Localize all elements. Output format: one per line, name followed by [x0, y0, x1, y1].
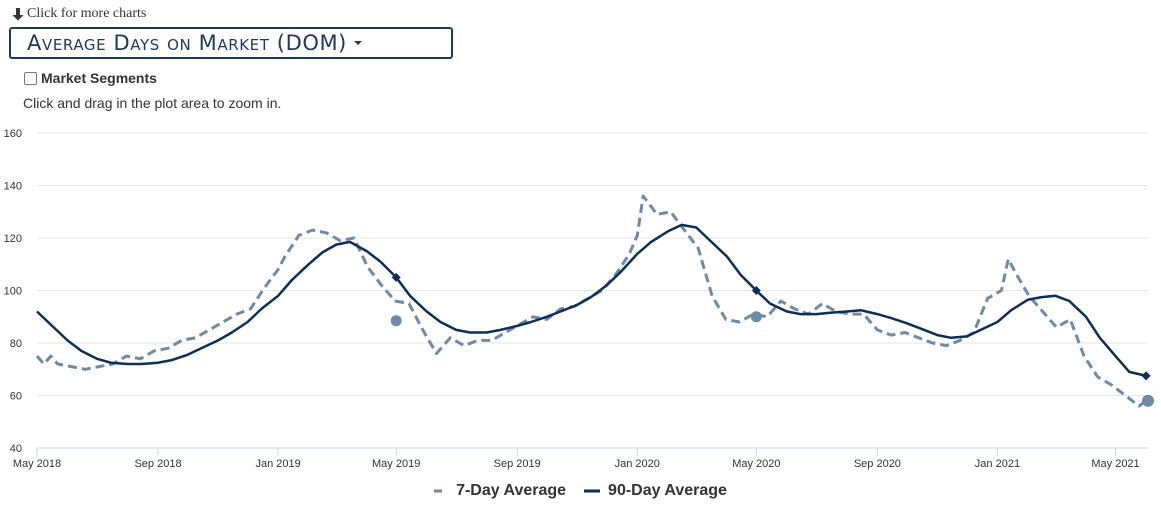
- y-tick-label: 160: [4, 128, 22, 140]
- series-7day-highlight-point: [1142, 394, 1154, 407]
- market-segments-label: Market Segments: [41, 70, 157, 86]
- y-tick-label: 100: [4, 286, 22, 298]
- more-charts-link[interactable]: Click for more charts: [12, 6, 146, 22]
- legend-item-7day[interactable]: 7-Day Average: [434, 482, 566, 500]
- series-90day-marker: [1141, 371, 1151, 381]
- series-90day-marker: [391, 272, 401, 282]
- x-tick-label: May 2020: [732, 458, 780, 470]
- y-tick-label: 60: [10, 391, 22, 403]
- x-tick-label: May 2021: [1091, 458, 1139, 470]
- legend-swatch-dashed: [434, 489, 447, 493]
- arrow-down-icon: [12, 7, 24, 20]
- y-tick-label: 140: [4, 181, 22, 193]
- x-tick-label: Jan 2019: [255, 458, 300, 470]
- x-tick-label: Jan 2021: [975, 458, 1020, 470]
- series-7day-marker: [750, 311, 762, 323]
- x-tick-label: May 2019: [372, 458, 420, 470]
- legend-item-90day[interactable]: 90-Day Average: [584, 482, 727, 500]
- more-charts-label: Click for more charts: [27, 6, 147, 21]
- x-tick-label: Jan 2020: [615, 458, 660, 470]
- y-tick-label: 40: [10, 443, 22, 455]
- series-7day-marker: [390, 315, 402, 327]
- x-tick-label: Sep 2020: [854, 458, 901, 470]
- x-tick-label: Sep 2019: [494, 458, 541, 470]
- series-7day-line: [35, 194, 1147, 408]
- chart-legend: 7-Day Average 90-Day Average: [0, 482, 1161, 500]
- caret-down-icon: [353, 41, 362, 45]
- market-segments-checkbox[interactable]: [24, 71, 37, 85]
- y-tick-label: 120: [4, 233, 22, 245]
- chart-select-dropdown[interactable]: Average Days on Market (DOM): [9, 27, 453, 59]
- x-tick-label: Sep 2018: [134, 458, 181, 470]
- legend-label-7day: 7-Day Average: [456, 482, 567, 499]
- legend-label-90day: 90-Day Average: [608, 482, 727, 499]
- zoom-hint: Click and drag in the plot area to zoom …: [23, 95, 282, 111]
- dom-line-chart[interactable]: 40 60 80 100 120 140 160 May 2018 Sep 2018 Jan 20…: [0, 120, 1161, 475]
- market-segments-toggle[interactable]: Market Segments: [24, 70, 157, 86]
- chart-select-label: Average Days on Market (DOM): [27, 31, 347, 55]
- x-tick-label: May 2018: [13, 458, 61, 470]
- series-90day-marker: [751, 286, 761, 295]
- y-tick-label: 80: [10, 338, 22, 350]
- series-90day-line: [36, 223, 1147, 378]
- legend-swatch-solid: [584, 489, 601, 493]
